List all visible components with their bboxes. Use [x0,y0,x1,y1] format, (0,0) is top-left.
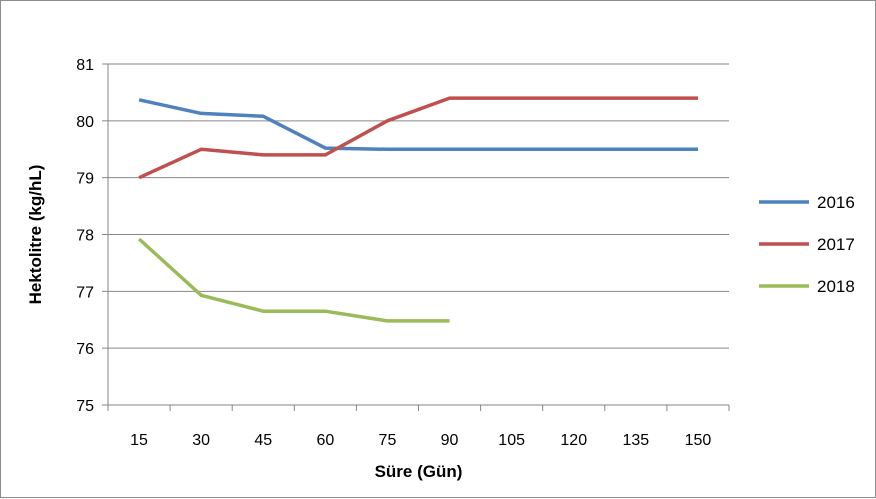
legend-label: 2018 [817,277,855,296]
y-tick-label: 75 [76,398,94,415]
y-tick-label: 80 [76,114,94,131]
x-tick-labels: 15 30 45 60 75 90 105 120 135 150 [130,432,711,449]
x-tick-label: 150 [685,432,712,449]
series-line-2017 [138,96,698,180]
legend: 2016 2017 2018 [759,193,855,296]
gridlines [108,63,729,349]
axes [102,63,730,411]
series-line-2016 [138,98,698,152]
legend-label: 2016 [817,193,855,212]
x-tick-label: 60 [316,432,334,449]
y-tick-label: 79 [76,171,94,188]
x-tick-label: 75 [379,432,397,449]
y-tick-label: 76 [76,341,94,358]
x-tick-label: 45 [254,432,272,449]
y-tick-label: 81 [76,57,94,74]
legend-label: 2017 [817,235,855,254]
series-lines [137,96,698,323]
x-tick-label: 120 [560,432,587,449]
y-axis-title: Hektolitre (kg/hL) [26,165,45,305]
x-tick-label: 135 [622,432,649,449]
x-tick-label: 105 [498,432,525,449]
x-tick-label: 30 [192,432,210,449]
y-tick-label: 77 [76,284,94,301]
x-tick-label: 15 [130,432,148,449]
x-axis-title: Süre (Gün) [375,462,463,481]
x-tick-label: 90 [441,432,459,449]
y-tick-labels: 75 76 77 78 79 80 81 [76,57,94,415]
series-line-2018 [137,237,450,323]
y-tick-label: 78 [76,228,94,245]
